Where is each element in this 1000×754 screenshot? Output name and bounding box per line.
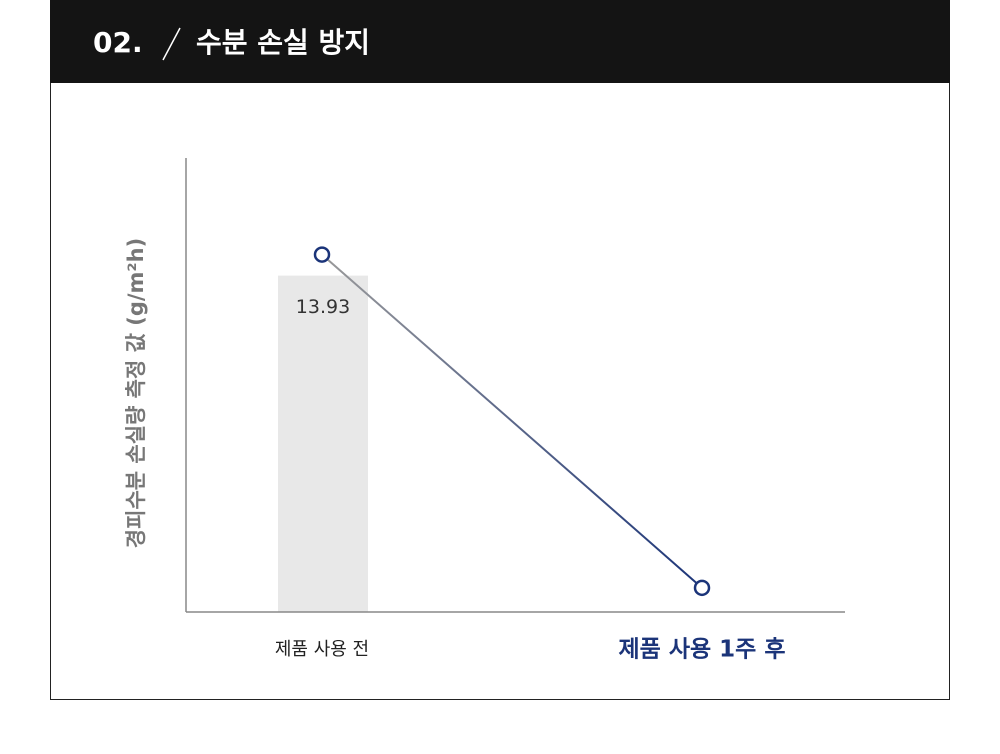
line-marker <box>693 579 711 597</box>
frame <box>50 39 950 700</box>
plot: 13.93 <box>278 246 711 612</box>
y-axis-label: 경피수분 손실량 측정 값 (g/m²h) <box>124 238 148 548</box>
header-slash <box>162 27 181 61</box>
x-tick-label: 제품 사용 전 <box>275 639 369 660</box>
line-marker <box>313 246 331 263</box>
bar <box>278 275 368 612</box>
header-bar <box>50 0 950 83</box>
bar-value-label: 13.93 <box>296 296 350 318</box>
line <box>321 253 703 589</box>
header-title: 수분 손실 방지 <box>196 26 370 59</box>
header-number: 02. <box>93 26 143 59</box>
x-tick-label: 제품 사용 1주 후 <box>619 637 786 663</box>
